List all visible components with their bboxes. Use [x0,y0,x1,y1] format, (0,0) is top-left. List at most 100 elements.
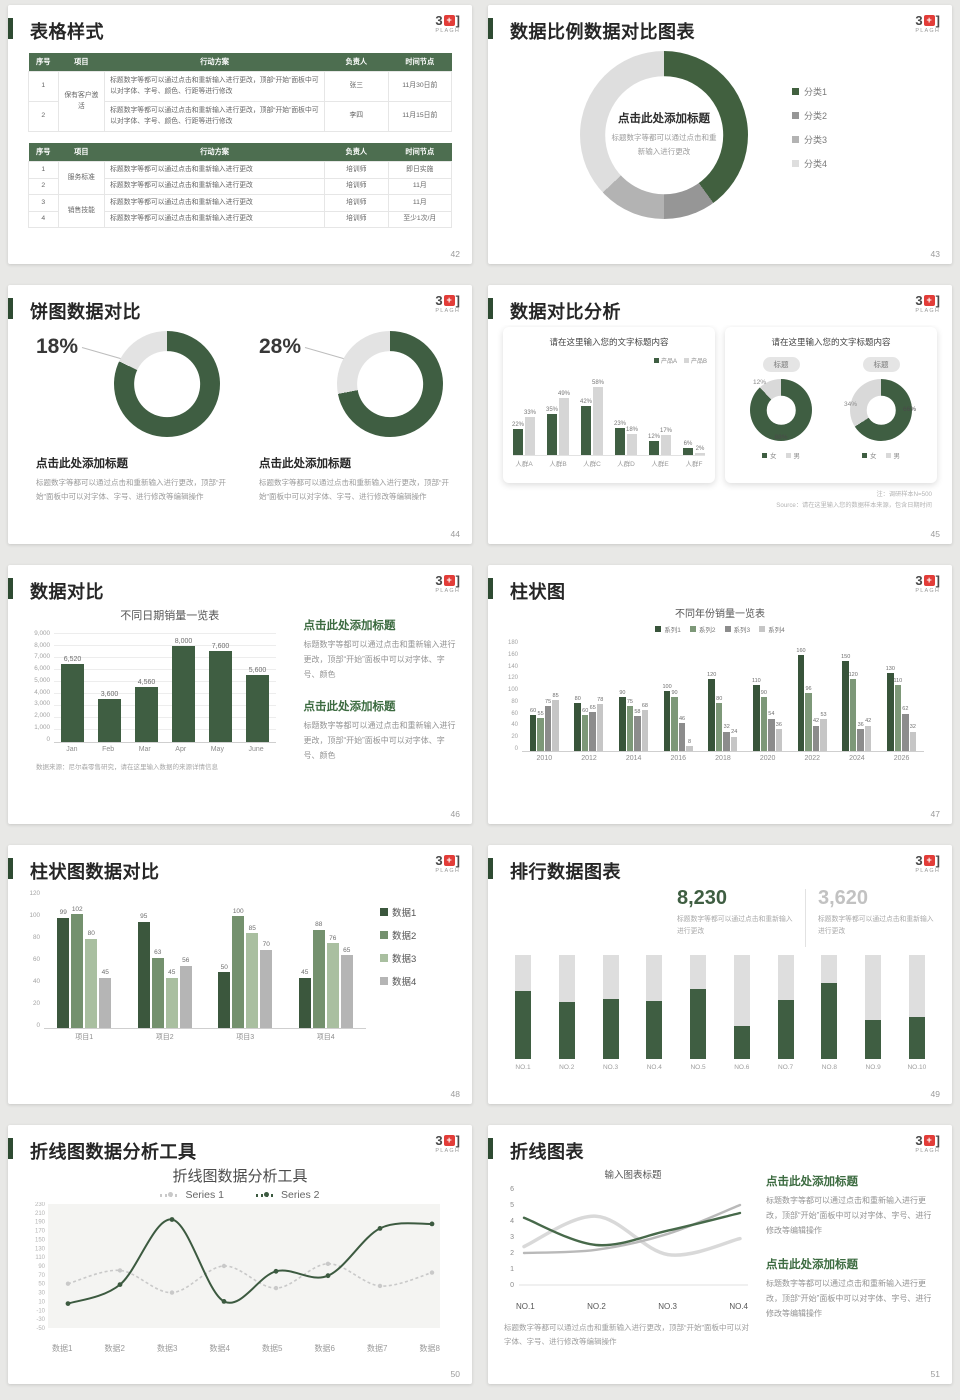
proportion-donut: 点击此处添加标题 标题数字等都可以通过点击和重新输入进行更改 [580,51,748,219]
donut-hole [357,351,423,417]
bar-value-label: 80 [574,695,581,702]
x-tick-label: 2018 [715,755,731,762]
page-number: 44 [450,529,460,539]
legend-label: 数据2 [392,931,417,942]
rank-column: NO.8 [816,955,842,1071]
plot-area: 99 102 80 45 95 63 45 56 50 100 85 70 45 88 76 65 [44,895,366,1029]
slide-header: 排行数据图表 3 +] PLAGH [488,845,952,886]
column-header: 行动方案 [104,143,325,162]
hospital-301-logo: 3 +] PLAGH [915,574,940,594]
legend-label: 女 [870,453,877,460]
x-tick-label: 数据7 [367,1344,388,1353]
gender-donut [750,379,812,441]
gridline [54,669,276,670]
gridline [54,681,276,682]
legend-label: Series 1 [185,1189,224,1201]
legend-item: 产品A [653,356,677,365]
bar [260,949,273,1028]
title-accent-bar [8,858,13,879]
bar-value-label: 120 [848,671,858,678]
pie-paragraph: 标题数字等都可以通过点击和重新输入进行更改，顶部“开始”面板中可以对字体、字号、… [259,478,449,501]
hospital-301-logo: 3 +] PLAGH [435,294,460,314]
plot-area: 6,520 3,600 4,560 8,000 7,600 5,600 [54,633,276,743]
bar [849,679,857,751]
logo-bracket: ] [455,1133,460,1148]
table-cell: 张三 [324,70,389,103]
svg-text:5: 5 [510,1202,514,1209]
x-tick-label: 2012 [581,755,597,762]
legend-swatch [655,626,662,632]
bar-column: 42 [864,719,872,751]
rank-column: NO.2 [554,955,580,1071]
slide-42-table-style[interactable]: 表格样式 3 +] PLAGH 序号 项目 行动方案 负责人 时间节点 1 保有客户激活 标题数字… [8,5,472,264]
bar-column: 75 [626,699,634,751]
rank-track [777,955,794,1059]
bar [574,703,581,751]
slide-content: 8,230 标题数字等都可以通过点击和重新输入进行更改 3,620 标题数字等都可以通… [488,885,952,1092]
block-paragraph: 标题数字等都可以通过点击和重新输入进行更改，顶部“开始”面板中可以对字体、字号、… [766,1279,932,1318]
donut-percent-label: 34% [844,401,858,408]
bar-column: 4,560 [135,679,158,742]
rank-track [690,955,707,1059]
bar-column: 17% [660,428,672,455]
logo-plus-icon: + [443,575,455,586]
bar-value-label: 95 [140,913,148,921]
chart-legend: 数据1 数据2 数据3 数据4 [380,905,416,1092]
bar [593,387,603,455]
column-header: 序号 [28,143,59,162]
x-tick-label: NO.7 [778,1064,794,1071]
x-tick-label: NO.8 [821,1064,837,1071]
x-tick-label: NO.4 [646,1064,662,1071]
slide-title: 柱状图 [510,582,566,602]
cards-row: 请在这里输入您的文字标题内容 产品A 产品B 22% 33% 35% 49% 42% 58% 23… [500,327,940,483]
logo-plus-icon: + [923,295,935,306]
y-tick-label: 20 [511,734,518,741]
bar-value-label: 85 [248,924,256,932]
svg-text:130: 130 [35,1246,46,1252]
slide-48-column-compare[interactable]: 柱状图数据对比 3 +] PLAGH 120 100 80 60 40 20 0 99 102 80 4… [8,845,472,1104]
bar-column: 90 [671,690,678,751]
bar-column: 56 [179,957,192,1028]
rank-bars: NO.1 NO.2 NO.3 NO.4 NO.5 NO.6 NO.7 NO.8 NO.9 NO.1… [492,947,948,1071]
bar-column: 42% [580,399,592,455]
donut-row: 标题 12% 88% 女男标题 34% 66% 女男 [733,357,929,460]
slide-45-data-analysis[interactable]: 数据对比分析 3 +] PLAGH 请在这里输入您的文字标题内容 产品A 产品B 22% 3… [488,285,952,544]
y-tick-label: 0 [36,1021,40,1029]
legend-label: 分类3 [804,135,828,145]
x-tick-label: June [248,746,264,753]
slide-43-proportion-donut[interactable]: 数据比例数据对比图表 3 +] PLAGH 点击此处添加标题 标题数字等都可以通过点击… [488,5,952,264]
y-tick-label: 0 [46,735,50,743]
slide-49-ranking-chart[interactable]: 排行数据图表 3 +] PLAGH 8,230 标题数字等都可以通过点击和重新输入进行… [488,845,952,1104]
table-cell: 标题数字等都可以通过点击和重新输入进行更改 [104,177,326,196]
bar-value-label: 150 [841,653,851,660]
bar-value-label: 45 [301,969,309,977]
table-cell: 4 [28,210,59,229]
hospital-301-logo: 3 +] PLAGH [915,854,940,874]
bar-value-label: 160 [796,647,806,654]
column-header: 时间节点 [388,143,452,162]
logo-plagh-text: PLAGH [915,1148,940,1154]
block-heading: 点击此处添加标题 [303,620,396,632]
bar-column: 130 [886,666,895,751]
legend-swatch [683,358,689,363]
slide-47-column-chart[interactable]: 柱状图 3 +] PLAGH 不同年份销量一览表 系列1 系列2 系列3 系列4 180 160… [488,565,952,824]
percent-callout: 28% [259,335,302,358]
bar-value-label: 18% [626,427,639,433]
mini-bar-plot: 产品A 产品B 22% 33% 35% 49% 42% 58% 23% 18% 12% 17% 6% 2%… [511,358,707,468]
rank-track [908,955,925,1059]
legend-item: 数据3 [380,951,416,965]
block-paragraph: 标题数字等都可以通过点击和重新输入进行更改，顶部“开始”面板中可以对字体、字号、… [303,640,456,679]
bar [513,429,523,455]
slide-44-pie-compare[interactable]: 饼图数据对比 3 +] PLAGH 18% 点击此处添加标题 标题数字等都可以通过点击和… [8,285,472,544]
slide-46-data-compare[interactable]: 数据对比 3 +] PLAGH 不同日期销量一览表 9,000 8,000 7,000 6,… [8,565,472,824]
bar-value-label: 58 [634,708,641,715]
slide-50-line-analysis[interactable]: 折线图数据分析工具 3 +] PLAGH 折线图数据分析工具 Series 1 Seri… [8,1125,472,1384]
bar-value-label: 90 [619,689,626,696]
slide-51-line-chart[interactable]: 折线图表 3 +] PLAGH 输入图表标题 6 5 4 3 2 1 0 NO.1 NO.2 NO.3 N… [488,1125,952,1384]
legend-swatch [380,931,388,939]
x-tick-label: 数据1 [52,1344,73,1353]
bar-group: 42% 58% [580,380,604,455]
bar-value-label: 24 [731,729,738,736]
bar [596,704,604,751]
x-axis-labels: 数据1 数据2 数据3 数据4 数据5 数据6 数据7 数据8 [52,1343,440,1354]
